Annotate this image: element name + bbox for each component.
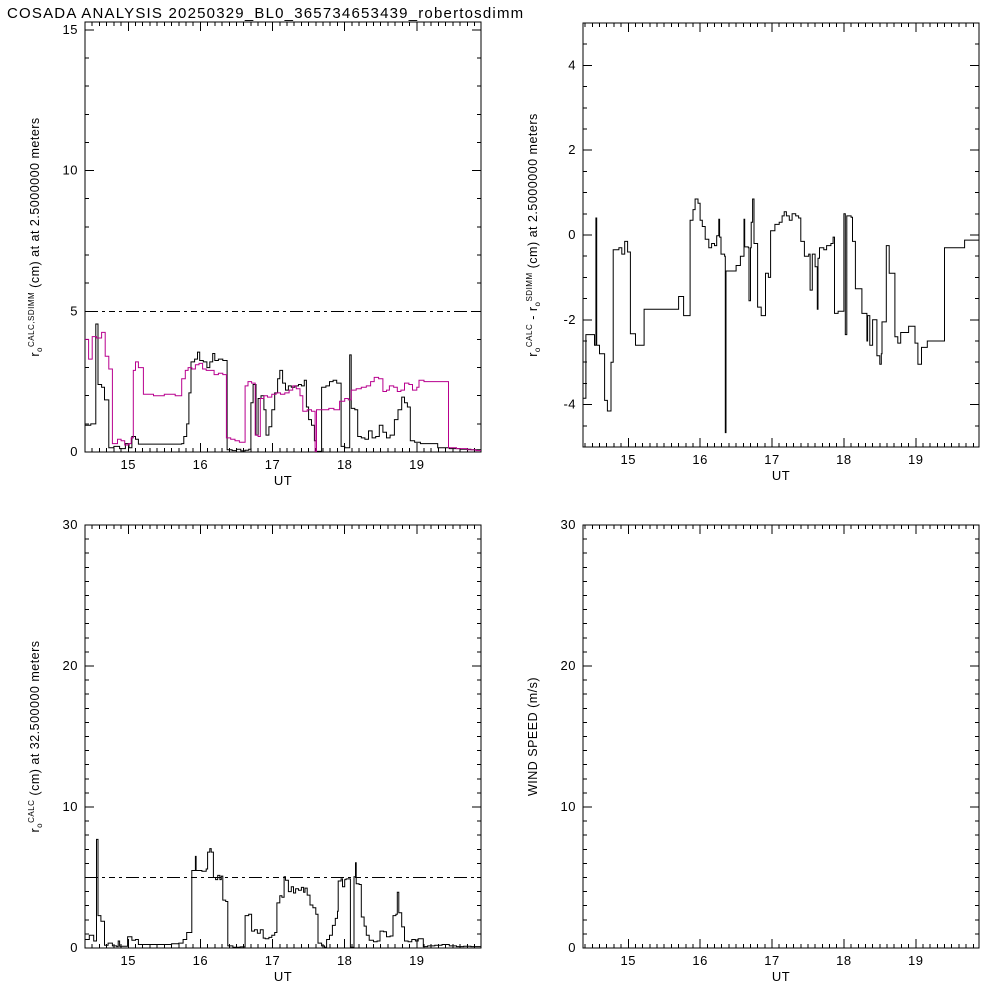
chart-r0-325m: 15 16 17 18 19 UT 0 10 20 30 roCALC (cm) at 32.500… (27, 517, 482, 984)
y-tick-label: -4 (563, 397, 576, 412)
y-axis-title: WIND SPEED (m/s) (526, 677, 540, 796)
y-tick-label: 15 (63, 22, 78, 37)
y-tick-label: 4 (568, 57, 576, 72)
y-axis-title: roCALC - roSDIMM (cm) at 2.5000000 meter… (525, 113, 542, 356)
x-axis: 15 16 17 18 19 UT (84, 22, 476, 488)
series-r0_calc_325 (85, 838, 481, 948)
x-tick-label: 17 (265, 953, 280, 968)
x-tick-label: 16 (692, 953, 707, 968)
y-tick-label: 0 (568, 940, 576, 955)
series-r0_sdimm (85, 331, 481, 452)
x-tick-label: 17 (764, 953, 779, 968)
x-axis: 15 16 17 18 19 UT (84, 525, 476, 984)
plot-frame (84, 21, 482, 453)
chart-wind-speed: 15 16 17 18 19 UT 0 10 20 30 WIND SPEED (m/s) (526, 517, 980, 984)
x-tick-label: 17 (764, 452, 779, 467)
y-tick-label: 10 (63, 163, 78, 178)
x-tick-label: 15 (121, 953, 136, 968)
x-tick-label: 18 (836, 452, 851, 467)
chart-r0-25m: 15 16 17 18 19 UT 0 5 10 15 roCALC,SDIMM (cm) at a… (27, 21, 482, 488)
x-tick-label: 15 (621, 953, 636, 968)
y-tick-label: 10 (63, 799, 78, 814)
y-tick-label: 5 (70, 303, 78, 318)
y-tick-label: 30 (561, 517, 576, 532)
x-axis: 15 16 17 18 19 UT (584, 525, 974, 984)
y-axis: 0 10 20 30 WIND SPEED (m/s) (526, 517, 979, 955)
x-axis-title: UT (274, 969, 292, 984)
y-axis: -4 -2 0 2 4 roCALC - roSDIMM (cm) at 2.500000… (525, 22, 979, 448)
page-title: COSADA ANALYSIS 20250329_BL0_36573465343… (7, 5, 525, 22)
x-axis-title: UT (274, 473, 292, 488)
x-axis: 15 16 17 18 19 UT (584, 23, 974, 483)
plot-frame (84, 524, 482, 949)
y-tick-label: 10 (561, 799, 576, 814)
x-tick-label: 15 (121, 457, 136, 472)
y-tick-label: -2 (563, 312, 576, 327)
y-tick-label: 20 (561, 658, 576, 673)
y-axis-title: roCALC (cm) at 32.500000 meters (27, 640, 44, 832)
x-tick-label: 18 (337, 457, 352, 472)
y-axis: 0 5 10 15 roCALC,SDIMM (cm) at at 2.5000000 … (27, 22, 481, 459)
x-tick-label: 16 (193, 953, 208, 968)
x-axis-title: UT (772, 969, 790, 984)
y-tick-label: 20 (63, 658, 78, 673)
y-tick-label: 0 (70, 940, 78, 955)
x-tick-label: 16 (193, 457, 208, 472)
series-r0_diff (583, 198, 979, 434)
x-tick-label: 16 (692, 452, 707, 467)
plot-frame (582, 22, 980, 448)
chart-r0-diff-25m: 15 16 17 18 19 UT -4 -2 0 2 4 roCALC - roSDIMM (cm)… (525, 22, 980, 483)
x-tick-label: 15 (621, 452, 636, 467)
series-r0_calc (85, 323, 481, 452)
x-tick-label: 18 (337, 953, 352, 968)
x-tick-label: 19 (908, 452, 923, 467)
x-tick-label: 17 (265, 457, 280, 472)
y-tick-label: 2 (568, 142, 576, 157)
y-axis-title: roCALC,SDIMM (cm) at at 2.5000000 meters (27, 117, 44, 356)
x-tick-label: 19 (409, 953, 424, 968)
y-tick-label: 30 (63, 517, 78, 532)
x-axis-title: UT (772, 468, 790, 483)
y-axis: 0 10 20 30 roCALC (cm) at 32.500000 meters (27, 517, 481, 955)
x-tick-label: 19 (409, 457, 424, 472)
x-tick-label: 19 (908, 953, 923, 968)
y-tick-label: 0 (568, 227, 576, 242)
plot-frame (582, 524, 980, 949)
y-tick-label: 0 (70, 444, 78, 459)
x-tick-label: 18 (836, 953, 851, 968)
